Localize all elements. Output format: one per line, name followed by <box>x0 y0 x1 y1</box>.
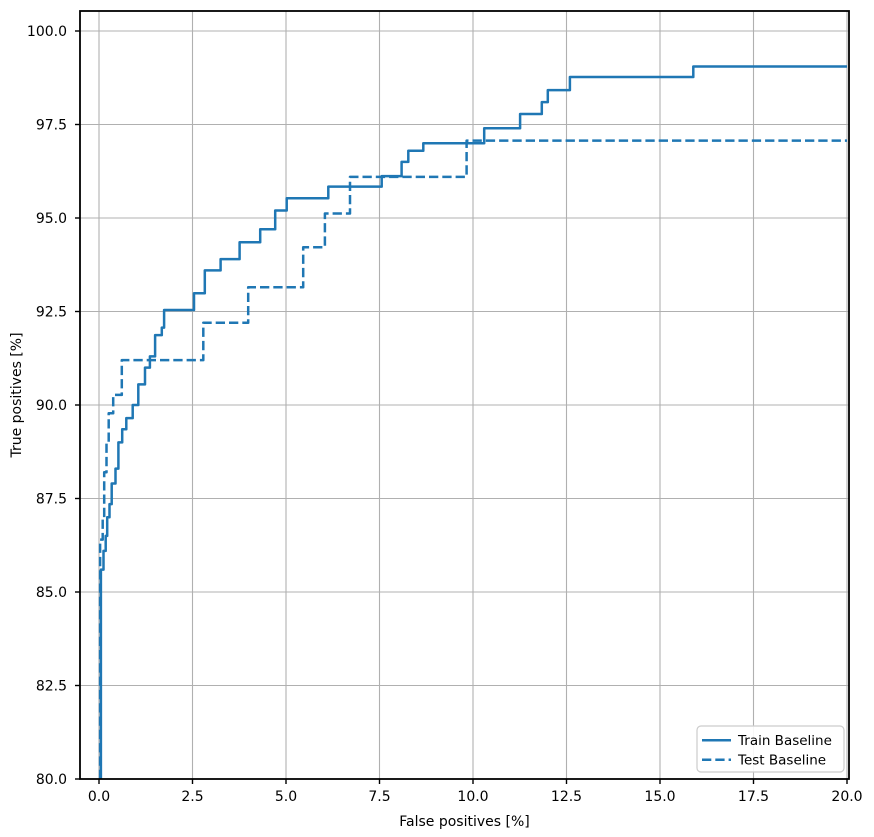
y-tick-label: 95.0 <box>36 211 67 227</box>
y-tick-label: 100.0 <box>27 24 67 40</box>
y-tick-label: 97.5 <box>36 117 67 133</box>
x-tick-label: 2.5 <box>181 789 203 805</box>
legend-label: Train Baseline <box>737 733 832 749</box>
x-tick-label: 5.0 <box>275 789 297 805</box>
legend-label: Test Baseline <box>737 753 826 769</box>
x-tick-label: 15.0 <box>644 789 675 805</box>
y-tick-label: 82.5 <box>36 678 67 694</box>
x-tick-label: 17.5 <box>738 789 769 805</box>
x-tick-label: 7.5 <box>368 789 390 805</box>
plot-border <box>79 10 850 780</box>
y-tick-label: 85.0 <box>36 585 67 601</box>
train-baseline-curve <box>99 65 847 779</box>
y-tick-label: 90.0 <box>36 398 67 414</box>
legend-box <box>696 725 845 773</box>
x-tick-label: 12.5 <box>551 789 582 805</box>
grid <box>80 11 849 780</box>
test-baseline-curve <box>98 139 847 779</box>
legend: Train Baseline Test Baseline <box>696 725 845 773</box>
y-tick-label: 87.5 <box>36 491 67 507</box>
y-axis-label: True positives [%] <box>9 332 25 458</box>
x-axis-label: False positives [%] <box>399 814 529 830</box>
ticks: 0.0 2.5 5.0 7.5 10.0 12.5 15.0 17.5 20.0 80.0 82.5… <box>27 24 863 805</box>
y-tick-label: 80.0 <box>36 772 67 788</box>
x-tick-label: 10.0 <box>457 789 488 805</box>
x-tick-label: 20.0 <box>831 789 862 805</box>
y-tick-label: 92.5 <box>36 304 67 320</box>
x-tick-label: 0.0 <box>88 789 110 805</box>
